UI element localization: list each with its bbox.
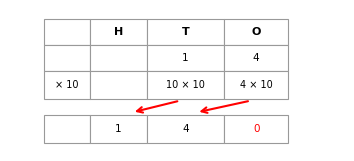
FancyBboxPatch shape [224, 45, 289, 71]
Text: 10 × 10: 10 × 10 [166, 80, 205, 90]
Text: H: H [114, 27, 123, 37]
Text: O: O [251, 27, 261, 37]
Text: × 10: × 10 [55, 80, 79, 90]
Text: 1: 1 [115, 124, 122, 134]
FancyBboxPatch shape [147, 71, 224, 99]
FancyBboxPatch shape [224, 19, 289, 45]
Text: 4: 4 [182, 124, 189, 134]
FancyBboxPatch shape [224, 71, 289, 99]
Text: 4: 4 [253, 53, 259, 63]
FancyBboxPatch shape [147, 115, 224, 143]
FancyBboxPatch shape [44, 45, 90, 71]
FancyBboxPatch shape [147, 19, 224, 45]
Text: 0: 0 [253, 124, 259, 134]
Text: 1: 1 [182, 53, 189, 63]
FancyBboxPatch shape [90, 45, 147, 71]
FancyBboxPatch shape [90, 71, 147, 99]
FancyBboxPatch shape [90, 19, 147, 45]
FancyBboxPatch shape [147, 45, 224, 71]
FancyBboxPatch shape [224, 115, 289, 143]
FancyBboxPatch shape [90, 115, 147, 143]
FancyBboxPatch shape [44, 71, 90, 99]
FancyBboxPatch shape [44, 115, 90, 143]
Text: T: T [182, 27, 189, 37]
FancyBboxPatch shape [44, 19, 90, 45]
Text: 4 × 10: 4 × 10 [240, 80, 273, 90]
